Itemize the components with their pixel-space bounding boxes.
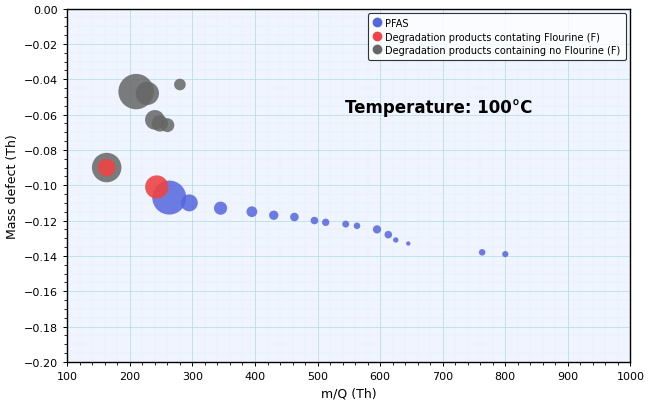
Point bbox=[175, 82, 185, 89]
X-axis label: m/Q (Th): m/Q (Th) bbox=[321, 386, 376, 399]
Point bbox=[268, 213, 279, 219]
Point bbox=[164, 195, 174, 201]
Point bbox=[383, 232, 393, 238]
Point bbox=[150, 117, 160, 124]
Point bbox=[155, 121, 165, 127]
Point bbox=[151, 184, 162, 191]
Point bbox=[372, 226, 382, 233]
Point bbox=[477, 249, 488, 256]
Point bbox=[184, 200, 194, 207]
Point bbox=[215, 205, 226, 212]
Point bbox=[309, 218, 320, 224]
Point bbox=[289, 214, 300, 221]
Point bbox=[403, 241, 413, 247]
Point bbox=[500, 251, 510, 258]
Point bbox=[352, 223, 362, 230]
Point bbox=[131, 89, 141, 96]
Point bbox=[320, 220, 331, 226]
Point bbox=[341, 221, 351, 228]
Legend: PFAS, Degradation products contating Flourine (F), Degradation products containi: PFAS, Degradation products contating Flo… bbox=[368, 15, 625, 61]
Point bbox=[101, 165, 112, 171]
Text: Temperature: 100°C: Temperature: 100°C bbox=[345, 99, 532, 117]
Point bbox=[142, 91, 153, 97]
Point bbox=[162, 123, 173, 129]
Point bbox=[391, 237, 401, 244]
Y-axis label: Mass defect (Th): Mass defect (Th) bbox=[6, 134, 19, 238]
Point bbox=[101, 165, 112, 171]
Point bbox=[246, 209, 257, 215]
